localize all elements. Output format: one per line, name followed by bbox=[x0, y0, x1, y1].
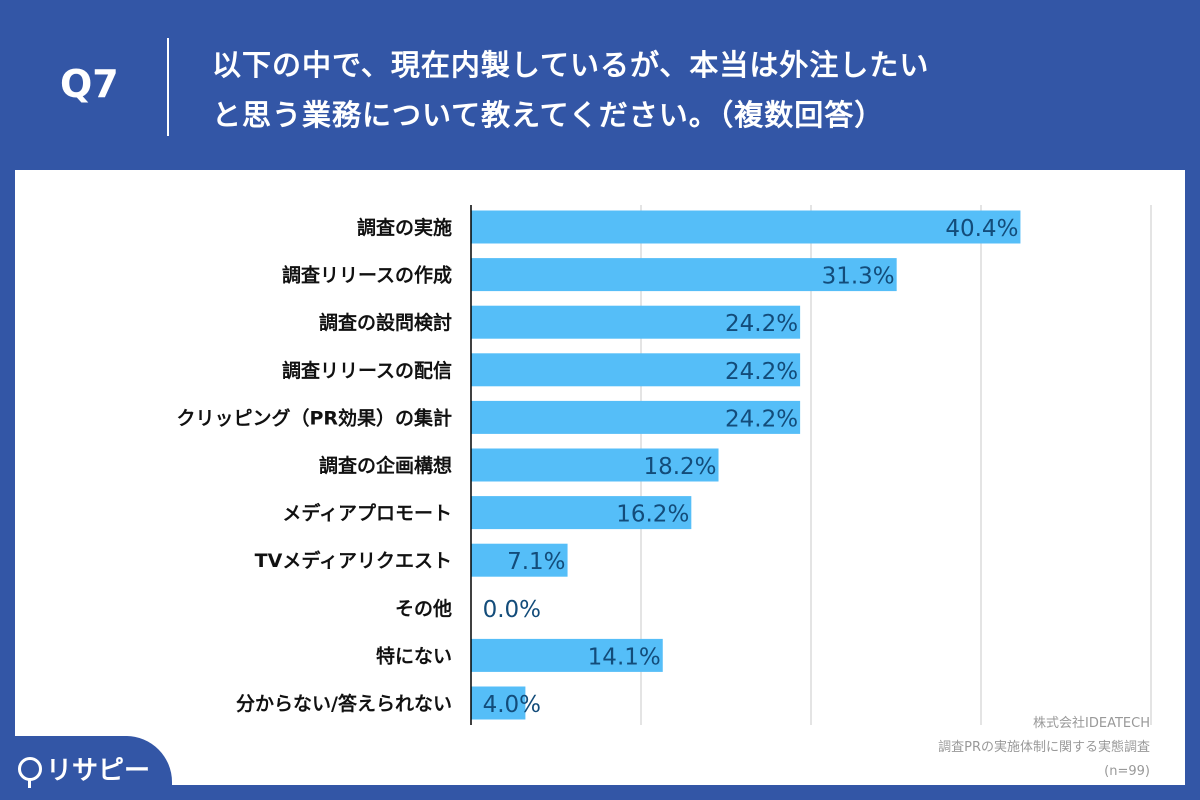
header-divider bbox=[167, 38, 169, 136]
bar bbox=[471, 686, 526, 720]
question-title: 以下の中で、現在内製しているが、本当は外注したい と思う業務について教えてくださ… bbox=[212, 40, 929, 140]
value-label: 16.2% bbox=[616, 502, 689, 528]
category-label: その他 bbox=[395, 597, 452, 620]
logo-text: リサピー bbox=[46, 756, 151, 786]
company-name: 株式会社IDEATECH bbox=[1033, 716, 1150, 731]
sample-size: (n=99) bbox=[1104, 764, 1150, 779]
value-label: 24.2% bbox=[725, 359, 798, 385]
value-label: 31.3% bbox=[822, 264, 895, 290]
title-line-2: と思う業務について教えてください。（複数回答） bbox=[212, 98, 885, 132]
survey-name: 調査PRの実施体制に関する実態調査 bbox=[938, 740, 1150, 755]
value-label: 40.4% bbox=[945, 216, 1018, 242]
category-label: TVメディアリクエスト bbox=[255, 549, 452, 572]
category-label: 調査リリースの配信 bbox=[282, 359, 452, 382]
category-label: 調査の実施 bbox=[357, 216, 452, 239]
category-label: メディアプロモート bbox=[282, 502, 452, 525]
value-label: 18.2% bbox=[643, 454, 716, 480]
bar bbox=[471, 258, 897, 292]
bar bbox=[471, 543, 568, 577]
category-label: 特にない bbox=[376, 645, 452, 667]
question-number: Q7 bbox=[60, 62, 119, 106]
category-label: 分からない/答えられない bbox=[236, 692, 452, 715]
pin-icon bbox=[18, 756, 42, 788]
category-label: 調査リリースの作成 bbox=[282, 264, 452, 287]
category-label: クリッピング（PR効果）の集計 bbox=[176, 406, 452, 429]
value-label: 0.0% bbox=[483, 597, 541, 623]
category-label: 調査の企画構想 bbox=[319, 454, 452, 477]
bar bbox=[471, 305, 801, 339]
bar bbox=[471, 496, 692, 530]
bar bbox=[471, 638, 663, 672]
bar bbox=[471, 448, 719, 482]
title-line-1: 以下の中で、現在内製しているが、本当は外注したい bbox=[212, 48, 930, 82]
bar bbox=[471, 353, 801, 387]
logo: リサピー bbox=[18, 750, 151, 788]
value-label: 7.1% bbox=[507, 549, 565, 575]
category-label: 調査の設問検討 bbox=[319, 311, 452, 334]
bar bbox=[471, 400, 801, 434]
value-label: 24.2% bbox=[725, 311, 798, 337]
source-note: 株式会社IDEATECH 調査PRの実施体制に関する実態調査 (n=99) bbox=[938, 712, 1150, 784]
value-label: 14.1% bbox=[588, 644, 661, 670]
value-label: 4.0% bbox=[483, 692, 541, 718]
bar bbox=[471, 210, 1021, 244]
value-label: 24.2% bbox=[725, 406, 798, 432]
